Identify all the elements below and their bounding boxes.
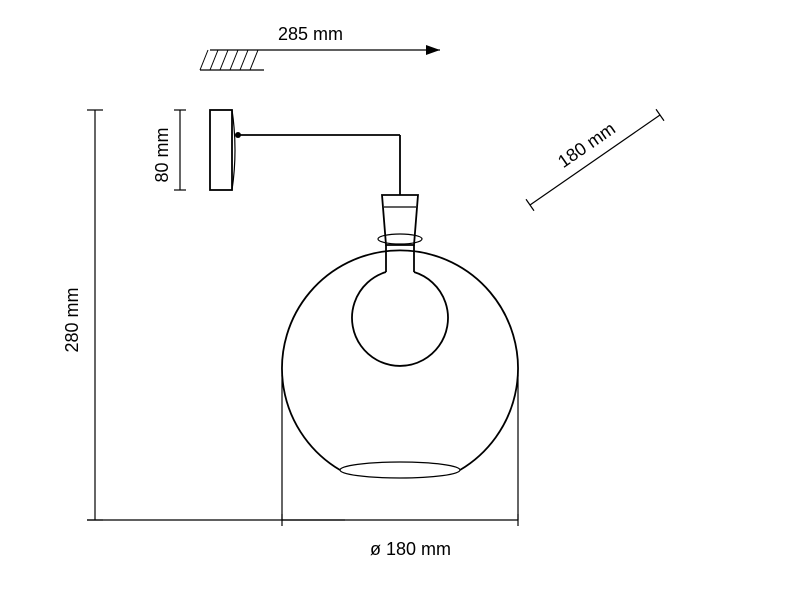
glass-globe [282,250,518,470]
dim-diameter-text: ø 180 mm [370,539,451,559]
globe-opening [340,462,460,478]
dim-height-text: 280 mm [62,287,82,352]
lamp-socket [382,195,418,245]
dim-projection-text: 285 mm [278,24,343,44]
light-bulb [352,272,448,366]
dim-base-text: 80 mm [152,127,172,182]
wall-base [210,110,232,190]
arm-joint [235,132,241,138]
dim-depth-text: 180 mm [554,118,619,171]
